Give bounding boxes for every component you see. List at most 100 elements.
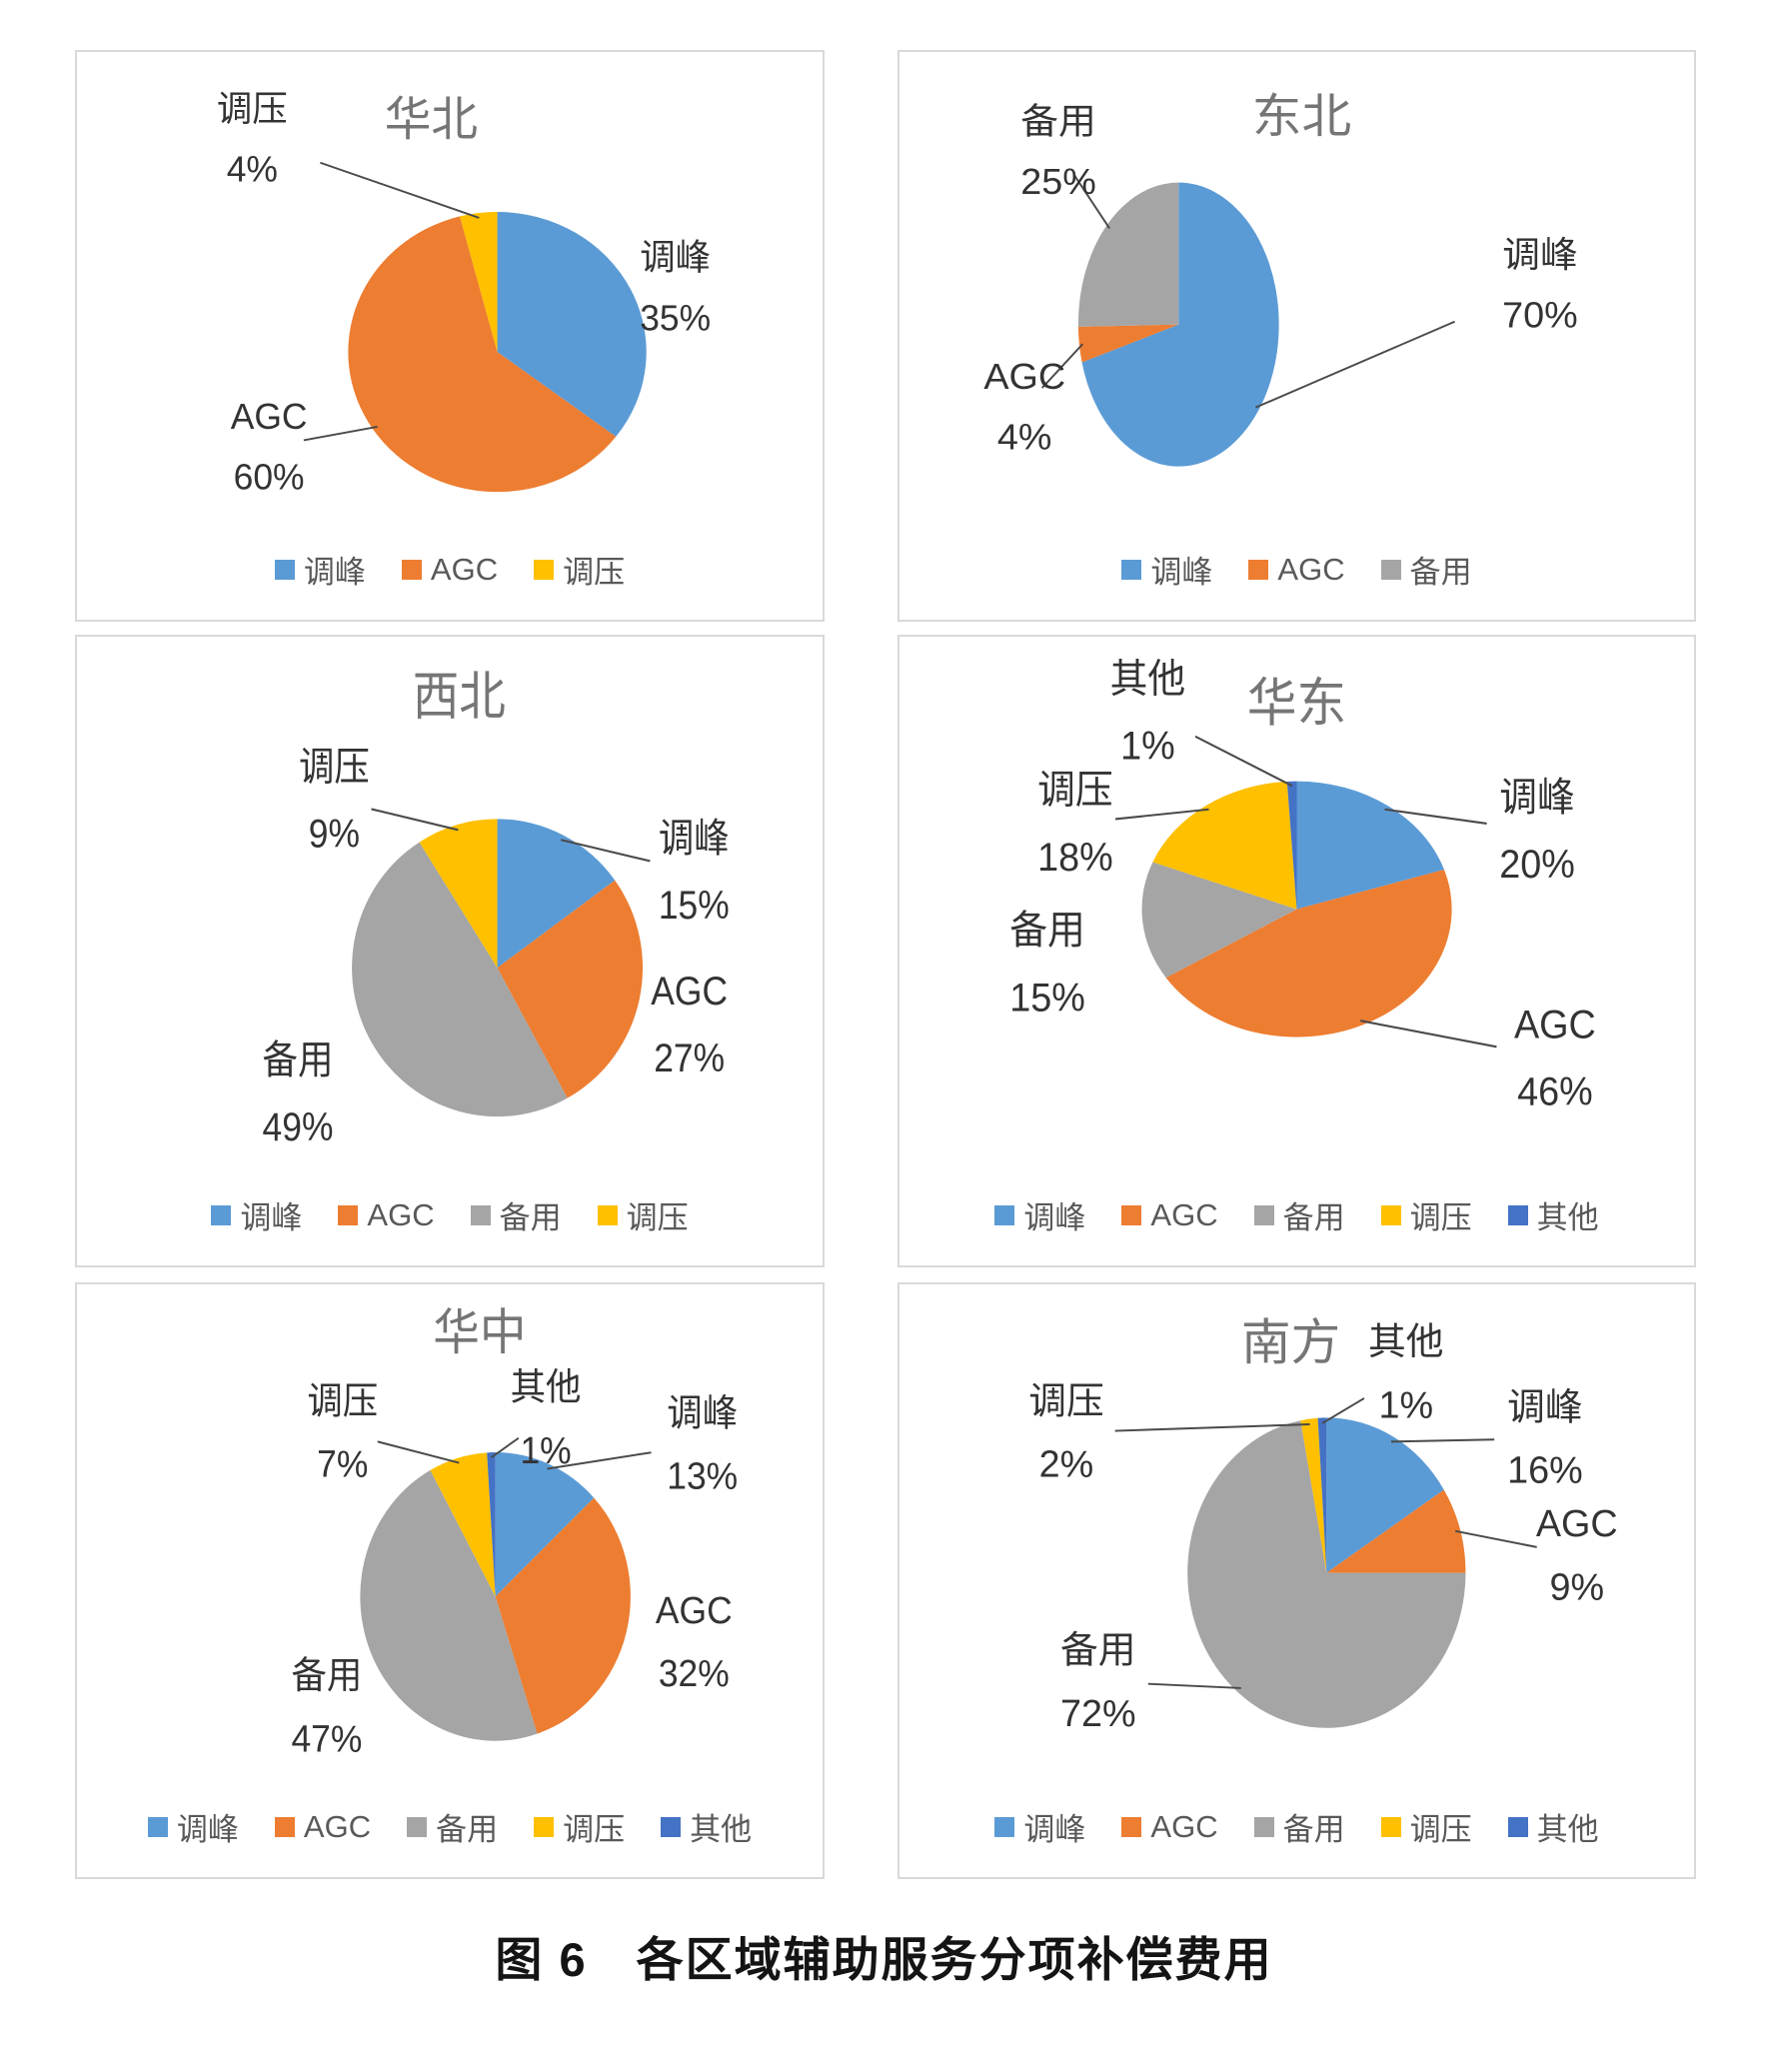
svg-text:调压: 调压	[299, 745, 370, 789]
chart-title: 东北	[1252, 91, 1351, 144]
leader-line-peak-regulation	[547, 1451, 652, 1470]
svg-text:9%: 9%	[309, 812, 360, 856]
leader-line-agc	[1455, 1529, 1537, 1548]
legend-label: 调压	[1409, 1812, 1472, 1847]
chart-legend: 调峰 AGC 备用 调压 其他	[899, 1804, 1694, 1849]
leader-line-other	[1321, 1397, 1365, 1424]
legend-item-agc: AGC	[1248, 551, 1345, 588]
pie-slice-agc	[1165, 870, 1452, 1037]
legend-label: AGC	[303, 1808, 372, 1844]
chart-title: 华东	[1247, 674, 1346, 733]
svg-text:60%: 60%	[234, 457, 305, 497]
legend-swatch	[338, 1204, 359, 1225]
svg-text:72%: 72%	[1060, 1692, 1136, 1734]
chart-legend: 调峰 AGC 备用 调压 其他	[77, 1804, 823, 1849]
svg-text:其他: 其他	[1110, 658, 1186, 702]
leader-line-voltage-regulation	[320, 161, 480, 219]
legend-swatch	[994, 1204, 1015, 1225]
legend-label: 备用	[1282, 1812, 1345, 1847]
pie-slice-reserve	[1077, 182, 1179, 327]
slice-label-agc: AGC 9%	[1536, 1502, 1618, 1607]
pie-slice-voltage-regulation	[460, 211, 498, 353]
chart-title: 华中	[433, 1306, 526, 1361]
legend-item-agc: AGC	[338, 1196, 435, 1233]
svg-text:调峰: 调峰	[1502, 235, 1577, 275]
svg-text:调压: 调压	[217, 89, 288, 129]
legend-item-voltage-regulation: 调压	[534, 547, 625, 592]
legend-label: 备用	[436, 1812, 499, 1847]
slice-label-reserve: 备用 49%	[263, 1037, 334, 1148]
legend-swatch	[994, 1816, 1015, 1837]
legend-swatch	[1380, 559, 1401, 580]
svg-text:46%: 46%	[1517, 1070, 1593, 1114]
slice-label-reserve: 备用 72%	[1060, 1629, 1136, 1734]
svg-text:调压: 调压	[1028, 1380, 1103, 1422]
svg-text:1%: 1%	[520, 1429, 571, 1471]
slice-label-agc: AGC 27%	[651, 969, 728, 1079]
legend-item-agc: AGC	[1121, 1809, 1218, 1845]
legend-label: 备用	[1282, 1200, 1345, 1235]
legend-swatch	[1121, 559, 1142, 580]
svg-text:AGC: AGC	[983, 357, 1065, 397]
legend-label: AGC	[367, 1196, 435, 1232]
svg-text:27%: 27%	[654, 1036, 725, 1079]
pie-slice-peak-regulation	[1326, 1417, 1444, 1573]
legend-item-peak-regulation: 调峰	[994, 1804, 1085, 1849]
slice-label-peak-regulation: 调峰 20%	[1499, 776, 1575, 887]
legend-item-peak-regulation: 调峰	[274, 547, 366, 592]
legend-label: 调峰	[1150, 555, 1213, 590]
pie-slice-agc	[495, 1497, 631, 1734]
legend-swatch	[407, 1816, 428, 1837]
svg-text:AGC: AGC	[231, 397, 308, 437]
legend-item-peak-regulation: 调峰	[1121, 547, 1212, 592]
chart-panel-east-china: 调峰 20% AGC 46% 备用 15% 调压 18% 其他 1% 华东 调峰 AGC 备用 调压 其他	[897, 635, 1696, 1267]
svg-text:AGC: AGC	[1536, 1502, 1618, 1544]
legend-label: 调压	[563, 555, 626, 590]
pie-slice-other	[1286, 781, 1297, 910]
slice-label-voltage-regulation: 调压 4%	[217, 89, 288, 190]
legend-label: AGC	[1277, 551, 1345, 587]
pie-chart-northeast-china: 调峰 70% AGC 4% 备用 25% 东北	[983, 91, 1578, 467]
legend-item-voltage-regulation: 调压	[597, 1192, 689, 1237]
legend-label: 调压	[563, 1812, 626, 1847]
svg-text:15%: 15%	[1009, 976, 1085, 1020]
chart-legend: 调峰 AGC 备用 调压	[77, 1192, 823, 1237]
svg-text:32%: 32%	[659, 1652, 730, 1694]
legend-label: 备用	[499, 1200, 562, 1235]
legend-item-agc: AGC	[274, 1808, 372, 1845]
chart-panel-southern-china: 调峰 16% AGC 9% 备用 72% 调压 2% 其他 1% 南方 调峰 AGC 备用 调压 其他	[897, 1282, 1696, 1879]
svg-text:调压: 调压	[1037, 769, 1113, 813]
legend-swatch	[661, 1816, 682, 1837]
leader-line-agc	[1360, 1020, 1497, 1048]
slice-label-peak-regulation: 调峰 70%	[1502, 235, 1578, 336]
slice-label-agc: AGC 60%	[231, 397, 308, 498]
slice-label-agc: AGC 4%	[983, 357, 1065, 458]
svg-text:1%: 1%	[1379, 1384, 1434, 1426]
leader-line-agc	[1040, 343, 1084, 389]
legend-swatch	[1121, 1816, 1142, 1837]
svg-text:AGC: AGC	[1514, 1004, 1596, 1047]
svg-text:调峰: 调峰	[1507, 1385, 1582, 1427]
legend-swatch	[1380, 1204, 1401, 1225]
slice-label-voltage-regulation: 调压 7%	[307, 1380, 378, 1485]
pie-slice-reserve	[1187, 1420, 1466, 1728]
svg-text:7%: 7%	[317, 1443, 368, 1485]
legend-label: 调峰	[1023, 1812, 1086, 1847]
legend-item-peak-regulation: 调峰	[147, 1804, 239, 1849]
legend-swatch	[1380, 1816, 1401, 1837]
svg-text:备用: 备用	[1060, 1629, 1135, 1671]
legend-label: 其他	[1536, 1812, 1599, 1847]
legend-label: 调峰	[1023, 1200, 1086, 1235]
svg-text:1%: 1%	[1120, 725, 1175, 769]
leader-line-voltage-regulation	[1114, 808, 1209, 821]
pie-chart-east-china: 调峰 20% AGC 46% 备用 15% 调压 18% 其他 1% 华东	[1009, 658, 1596, 1114]
slice-label-voltage-regulation: 调压 9%	[299, 745, 370, 856]
svg-text:调压: 调压	[307, 1380, 378, 1422]
legend-swatch	[597, 1204, 618, 1225]
legend-item-voltage-regulation: 调压	[1380, 1804, 1472, 1849]
pie-slice-reserve	[1141, 862, 1297, 979]
legend-item-reserve: 备用	[1253, 1192, 1345, 1237]
leader-line-other	[491, 1436, 520, 1458]
slice-label-voltage-regulation: 调压 18%	[1037, 769, 1113, 880]
chart-title: 南方	[1241, 1314, 1340, 1370]
